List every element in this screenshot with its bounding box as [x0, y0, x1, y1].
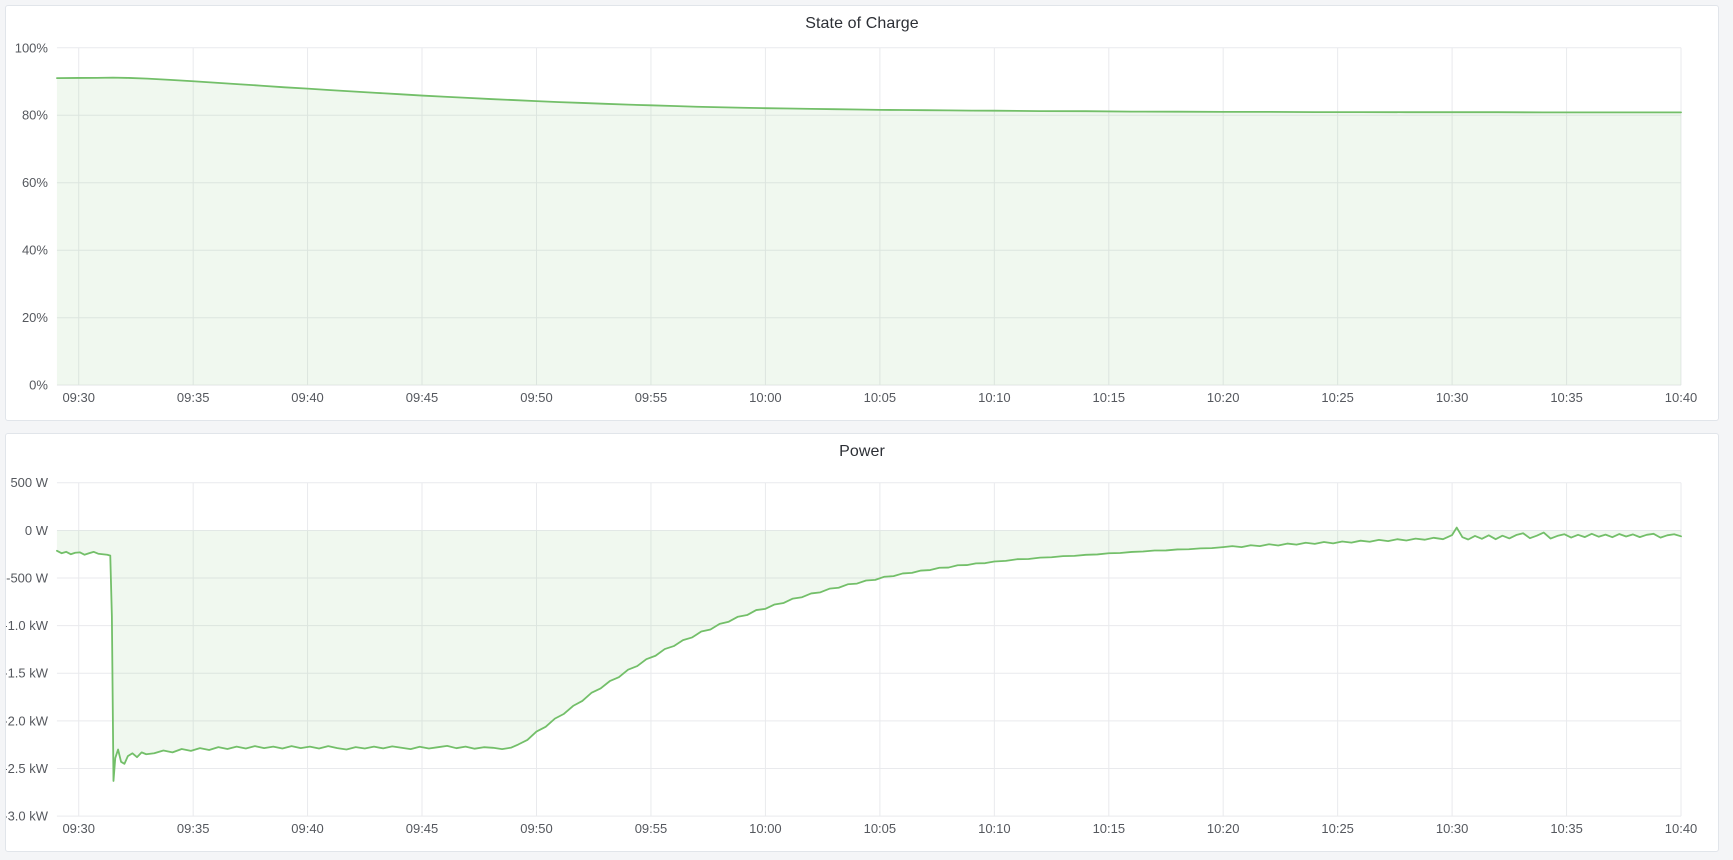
y-tick-label: -2.0 kW: [6, 713, 49, 728]
x-tick-label: 10:15: [1093, 390, 1125, 405]
x-tick-label: 10:40: [1665, 390, 1697, 405]
y-tick-label: -1.0 kW: [6, 618, 49, 633]
x-tick-label: 09:55: [635, 821, 667, 836]
x-tick-label: 10:30: [1436, 821, 1468, 836]
y-tick-label: 80%: [22, 108, 48, 123]
x-tick-label: 10:05: [864, 390, 896, 405]
panel-title-state-of-charge: State of Charge: [805, 15, 919, 32]
y-tick-label: 500 W: [10, 475, 48, 490]
x-tick-label: 10:05: [864, 821, 896, 836]
panel-title-power: Power: [839, 443, 885, 460]
x-tick-label: 09:45: [406, 821, 438, 836]
series-area: [56, 527, 1682, 781]
series-line: [56, 526, 1682, 782]
x-tick-label: 10:25: [1321, 821, 1353, 836]
x-tick-label: 09:30: [62, 390, 94, 405]
y-tick-label: 100%: [15, 40, 49, 55]
series-area: [56, 77, 1682, 386]
x-tick-label: 10:35: [1550, 390, 1582, 405]
y-tick-label: 40%: [22, 243, 48, 258]
y-tick-label: 60%: [22, 175, 48, 190]
x-tick-label: 09:45: [406, 390, 438, 405]
series-line: [56, 76, 1682, 114]
x-tick-label: 10:10: [978, 390, 1010, 405]
y-tick-label: 0%: [29, 378, 48, 393]
y-tick-label: -1.5 kW: [6, 666, 49, 681]
x-tick-label: 10:10: [978, 821, 1010, 836]
x-tick-label: 10:20: [1207, 390, 1239, 405]
x-tick-label: 09:40: [291, 390, 323, 405]
x-tick-label: 10:00: [749, 821, 781, 836]
x-tick-label: 10:20: [1207, 821, 1239, 836]
x-tick-label: 09:35: [177, 390, 209, 405]
panel-state-of-charge: State of Charge 0% 20% 40% 60% 80% 100% 09:30 0…: [5, 5, 1719, 421]
y-tick-label: 0 W: [25, 523, 49, 538]
x-tick-label: 10:25: [1321, 390, 1353, 405]
y-tick-label: -2.5 kW: [6, 761, 49, 776]
state-of-charge-chart[interactable]: 0% 20% 40% 60% 80% 100% 09:30 09:35 09:40 09:45 09…: [6, 6, 1718, 420]
power-chart[interactable]: 500 W 0 W -500 W -1.0 kW -1.5 kW -2.0 kW -2.5 …: [6, 434, 1718, 851]
x-tick-label: 10:40: [1665, 821, 1697, 836]
y-tick-label: 20%: [22, 310, 48, 325]
x-tick-label: 09:40: [291, 821, 323, 836]
y-tick-label: -3.0 kW: [6, 809, 49, 824]
x-tick-label: 09:35: [177, 821, 209, 836]
y-tick-label: -500 W: [6, 571, 49, 586]
x-tick-label: 09:55: [635, 390, 667, 405]
x-tick-label: 10:15: [1093, 821, 1125, 836]
x-tick-label: 09:30: [62, 821, 94, 836]
x-tick-label: 10:30: [1436, 390, 1468, 405]
panel-power: Power 500 W 0 W -500 W -1.0 kW -1.5 kW -2.0 k…: [5, 433, 1719, 852]
x-tick-label: 09:50: [520, 821, 552, 836]
x-tick-label: 10:35: [1550, 821, 1582, 836]
x-tick-label: 10:00: [749, 390, 781, 405]
x-tick-label: 09:50: [520, 390, 552, 405]
